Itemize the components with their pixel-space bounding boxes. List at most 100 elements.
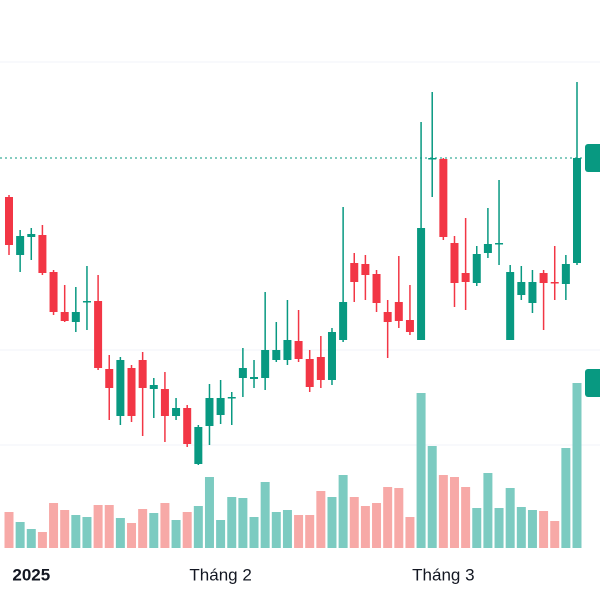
volume-bar: [238, 498, 248, 548]
candle-body: [305, 359, 314, 387]
volume-bar: [416, 393, 426, 548]
candle-body: [82, 301, 91, 303]
volume-bar: [461, 487, 471, 548]
volume-bar: [26, 529, 36, 548]
candle-body: [183, 408, 192, 444]
volume-bar: [82, 517, 92, 548]
volume-bar: [282, 510, 292, 548]
candle-body: [105, 369, 114, 388]
candle-body: [272, 350, 281, 360]
volume-bar: [372, 503, 382, 548]
volume-bar: [516, 507, 526, 548]
volume-bar: [49, 503, 59, 548]
candle-body: [506, 272, 515, 340]
volume-bar: [193, 506, 203, 548]
volume-bar: [216, 520, 226, 548]
volume-bar: [115, 518, 125, 548]
volume-bar: [37, 532, 47, 548]
candle-body: [16, 236, 25, 255]
candle-body: [483, 244, 492, 253]
candle-body: [417, 228, 426, 340]
volume-bar: [394, 488, 404, 548]
x-tick-label: Tháng 2: [189, 565, 251, 584]
volume-bar: [15, 522, 25, 548]
candle-body: [528, 282, 537, 303]
candle-body: [316, 357, 325, 380]
volume-bar: [316, 491, 326, 548]
candle-body: [38, 235, 47, 273]
volume-bar: [494, 508, 504, 548]
candle-body: [495, 243, 504, 245]
volume-bar: [171, 520, 181, 548]
candle-body: [194, 427, 203, 464]
price-marker: [585, 144, 600, 172]
volume-bar: [138, 509, 148, 548]
candle-body: [160, 389, 169, 416]
volume-bar: [160, 503, 170, 548]
candle-body: [94, 301, 103, 368]
x-tick-label: Tháng 3: [412, 565, 474, 584]
volume-marker: [585, 369, 600, 397]
volume-bar: [149, 513, 159, 548]
volume-bar: [271, 512, 281, 548]
candle-body: [461, 273, 470, 282]
candle-body: [394, 302, 403, 321]
candle-body: [205, 398, 214, 426]
candle-body: [172, 408, 181, 416]
volume-bar: [349, 497, 359, 548]
volume-bar: [572, 383, 582, 548]
volume-bar: [305, 515, 315, 548]
candle-body: [539, 273, 548, 283]
volume-bar: [438, 475, 448, 548]
candle-body: [383, 312, 392, 322]
volume-bar: [427, 446, 437, 548]
candle-body: [238, 368, 247, 378]
candle-body: [439, 159, 448, 237]
candle-body: [261, 350, 270, 378]
candle-body: [361, 264, 370, 275]
volume-bar: [249, 517, 259, 548]
volume-bar: [527, 510, 537, 548]
volume-bar: [327, 497, 337, 548]
candle-body: [250, 377, 259, 379]
candle-body: [428, 158, 437, 160]
candle-body: [27, 234, 36, 237]
volume-bar: [483, 473, 493, 548]
candle-body: [350, 263, 359, 282]
candle-body: [49, 272, 58, 312]
volume-bar: [383, 487, 393, 548]
volume-bar: [93, 505, 103, 548]
candle-body: [472, 254, 481, 283]
candle-body: [327, 332, 336, 380]
candle-body: [227, 397, 236, 399]
candle-body: [5, 197, 13, 245]
candle-body: [60, 312, 69, 321]
volume-bar: [182, 512, 192, 548]
volume-bar: [338, 475, 348, 548]
candle-body: [561, 264, 570, 284]
volume-bar: [539, 511, 549, 548]
volume-bar: [472, 508, 482, 548]
volume-bar: [71, 515, 81, 548]
candle-body: [550, 282, 559, 284]
candle-body: [138, 360, 147, 388]
volume-bar: [550, 521, 560, 548]
volume-bar: [127, 523, 137, 548]
candle-body: [71, 312, 80, 322]
volume-bar: [449, 477, 459, 548]
volume-bar: [204, 477, 214, 548]
candle-body: [294, 341, 303, 359]
volume-bar: [260, 482, 270, 548]
volume-bar: [227, 497, 237, 548]
candle-body: [127, 368, 136, 416]
volume-bar: [561, 448, 571, 548]
volume-bar: [505, 488, 515, 548]
candle-body: [573, 158, 581, 263]
volume-bar: [360, 506, 370, 548]
candle-body: [149, 385, 158, 389]
candle-body: [372, 274, 381, 303]
candle-body: [517, 282, 526, 295]
volume-bar: [60, 510, 70, 548]
